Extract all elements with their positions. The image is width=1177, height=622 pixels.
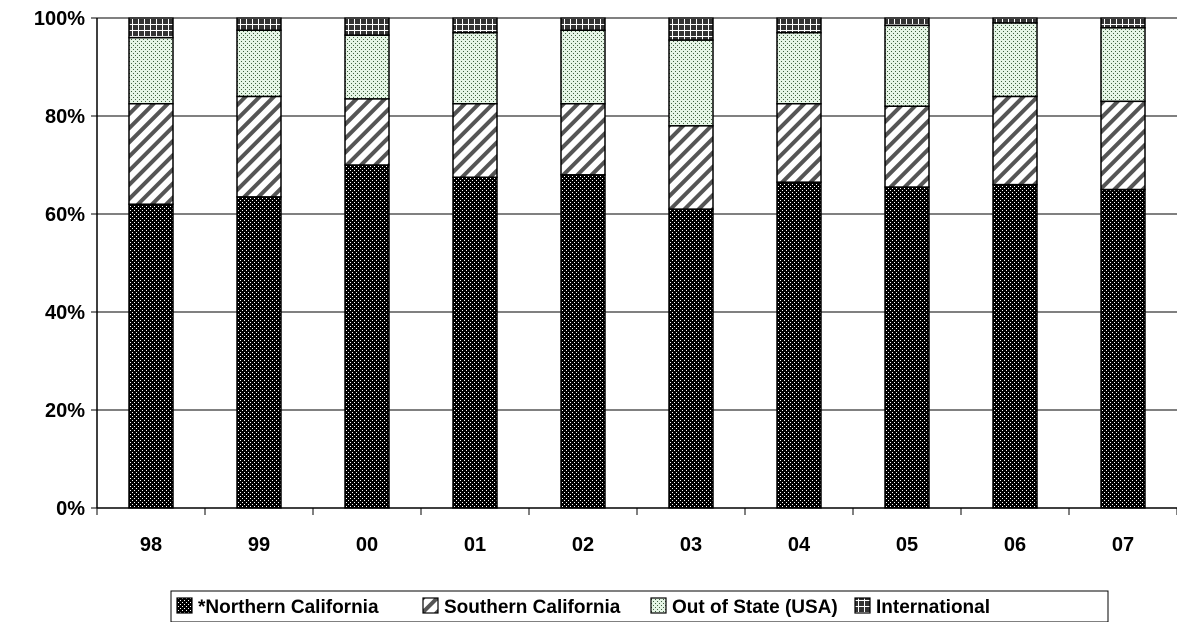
bar-segment-southern-california (128, 103, 174, 205)
x-tick-label: 98 (140, 534, 162, 556)
bar-segment-northern-california (128, 203, 174, 509)
bar-segment-international (1100, 17, 1146, 29)
legend-label-out-of-state-usa: Out of State (USA) (672, 597, 838, 618)
x-tick-label: 06 (1004, 534, 1026, 556)
bar-segment-international (236, 17, 282, 31)
y-tick-label: 100% (34, 8, 85, 30)
x-tick-label: 00 (356, 534, 378, 556)
legend-label-international: International (876, 597, 990, 618)
bar-segment-northern-california (776, 181, 822, 509)
x-tick-label: 05 (896, 534, 918, 556)
bar-segment-international (884, 17, 930, 27)
x-tick-label: 07 (1112, 534, 1134, 556)
legend-swatch-out-of-state-usa (650, 597, 667, 614)
bar-segment-southern-california (344, 98, 390, 166)
bar-segment-northern-california (992, 183, 1038, 509)
bar-segment-southern-california (884, 105, 930, 188)
bar-segment-northern-california (236, 196, 282, 509)
bar-segment-southern-california (668, 125, 714, 210)
bar-segment-northern-california (884, 186, 930, 509)
legend-label-southern-california: Southern California (444, 597, 621, 618)
bar-segment-northern-california (668, 208, 714, 509)
bar-segment-southern-california (776, 103, 822, 183)
bar-segment-international (668, 17, 714, 41)
legend-swatch-southern-california (422, 597, 439, 614)
x-tick-label: 01 (464, 534, 486, 556)
bar-segment-international (452, 17, 498, 34)
bar-segment-international (128, 17, 174, 39)
bar-segment-southern-california (992, 95, 1038, 186)
bar-segment-international (776, 17, 822, 34)
bar-segment-international (992, 17, 1038, 24)
y-tick-label: 60% (45, 204, 85, 226)
y-tick-label: 40% (45, 302, 85, 324)
bar-segment-out-of-state-usa (128, 36, 174, 105)
bar-segment-out-of-state-usa (344, 34, 390, 100)
bar-segment-out-of-state-usa (992, 22, 1038, 98)
bar-segment-northern-california (452, 176, 498, 509)
bar-segment-out-of-state-usa (560, 29, 606, 105)
legend: *Northern California Southern California O… (170, 590, 1109, 622)
bar-segment-international (560, 17, 606, 31)
bar-segment-out-of-state-usa (668, 39, 714, 127)
legend-box (170, 590, 1109, 622)
bar-segment-out-of-state-usa (776, 31, 822, 105)
x-tick-label: 03 (680, 534, 702, 556)
bar-segment-southern-california (1100, 100, 1146, 191)
bar-segment-southern-california (452, 103, 498, 178)
bar-segment-northern-california (560, 174, 606, 509)
bar-segment-out-of-state-usa (1100, 27, 1146, 103)
x-tick-label: 99 (248, 534, 270, 556)
y-tick-label: 80% (45, 106, 85, 128)
bar-segment-southern-california (236, 95, 282, 198)
bar-segment-northern-california (1100, 188, 1146, 509)
bar-segment-out-of-state-usa (884, 24, 930, 107)
bar-segment-out-of-state-usa (236, 29, 282, 98)
bar-segment-international (344, 17, 390, 36)
y-tick-label: 0% (56, 498, 85, 520)
x-tick-label: 04 (788, 534, 811, 556)
legend-label-northern-california: *Northern California (198, 597, 379, 618)
bar-segment-northern-california (344, 164, 390, 509)
legend-swatch-northern-california (176, 597, 193, 614)
bars (128, 17, 1146, 509)
axes: 0% 20% 40% 60% 80% 100% 98 99 00 01 02 03 04 05 06 07 (34, 8, 1177, 556)
y-tick-label: 20% (45, 400, 85, 422)
bar-segment-southern-california (560, 103, 606, 176)
bar-segment-out-of-state-usa (452, 31, 498, 105)
legend-swatch-international (854, 597, 871, 614)
x-tick-label: 02 (572, 534, 594, 556)
